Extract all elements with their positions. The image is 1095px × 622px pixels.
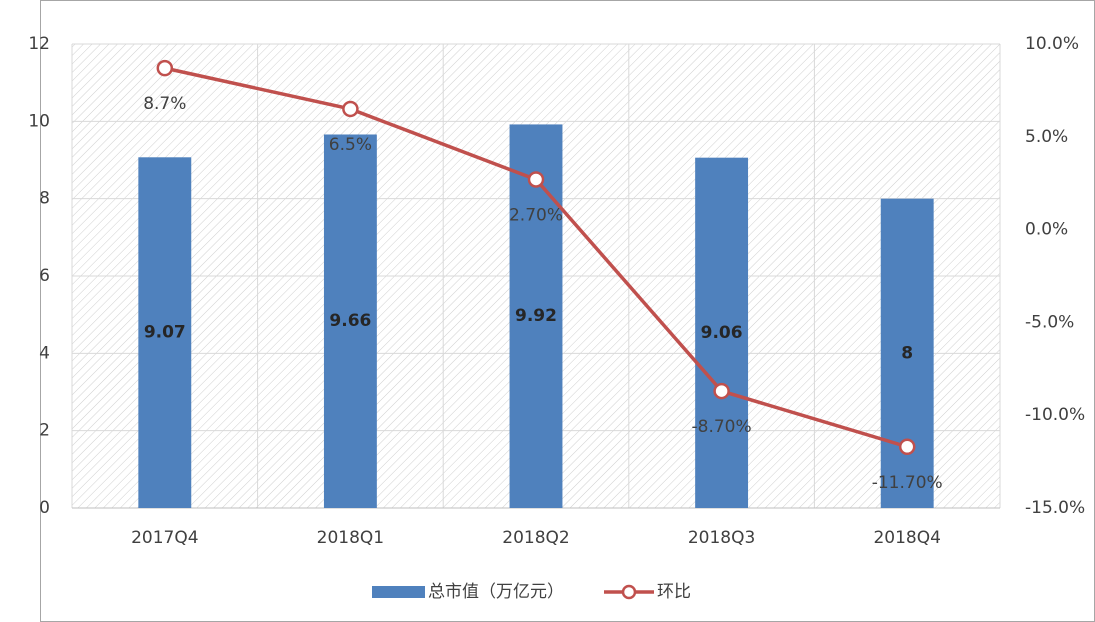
y2-tick-label: 10.0%	[1025, 34, 1079, 54]
bar-value-label: 9.92	[515, 306, 557, 326]
x-tick-label: 2018Q4	[873, 528, 940, 548]
y-tick-label: 8	[39, 189, 50, 209]
line-value-label: 2.70%	[509, 205, 563, 225]
y2-tick-label: 0.0%	[1025, 220, 1068, 240]
y2-tick-label: 5.0%	[1025, 127, 1068, 147]
line-value-label: 6.5%	[329, 135, 372, 155]
y-tick-label: 4	[39, 343, 50, 363]
legend-label: 环比	[657, 582, 691, 602]
y-tick-label: 0	[39, 498, 50, 518]
line-marker	[156, 59, 174, 77]
x-tick-label: 2018Q2	[502, 528, 569, 548]
bar	[509, 124, 563, 508]
y2-tick-label: -5.0%	[1025, 312, 1074, 332]
x-tick-label: 2017Q4	[131, 528, 198, 548]
legend-label: 总市值（万亿元）	[428, 582, 564, 602]
y-tick-label: 2	[39, 421, 50, 441]
y2-tick-label: -15.0%	[1025, 498, 1085, 518]
line-marker	[527, 171, 545, 188]
y-tick-label: 6	[39, 266, 50, 286]
line-marker	[342, 100, 359, 118]
x-tick-label: 2018Q3	[688, 528, 755, 548]
line-marker	[898, 438, 916, 456]
bar-value-label: 9.07	[144, 323, 186, 343]
line-marker	[713, 382, 730, 400]
y2-tick-label: -10.0%	[1025, 405, 1085, 425]
line-value-label: 8.7%	[143, 94, 186, 114]
bar-value-label: 9.66	[329, 311, 371, 331]
bar	[695, 157, 749, 508]
bar	[323, 134, 377, 509]
legend-marker	[621, 584, 637, 600]
bar	[138, 157, 192, 508]
legend-swatch	[372, 586, 425, 598]
bar-value-label: 8	[901, 343, 913, 363]
bar	[880, 198, 934, 508]
y-tick-label: 10	[28, 111, 50, 131]
y-tick-label: 12	[28, 34, 50, 54]
bar-value-label: 9.06	[701, 323, 743, 343]
line-value-label: -11.70%	[872, 473, 943, 493]
line-value-label: -8.70%	[692, 417, 752, 437]
x-tick-label: 2018Q1	[317, 528, 384, 548]
